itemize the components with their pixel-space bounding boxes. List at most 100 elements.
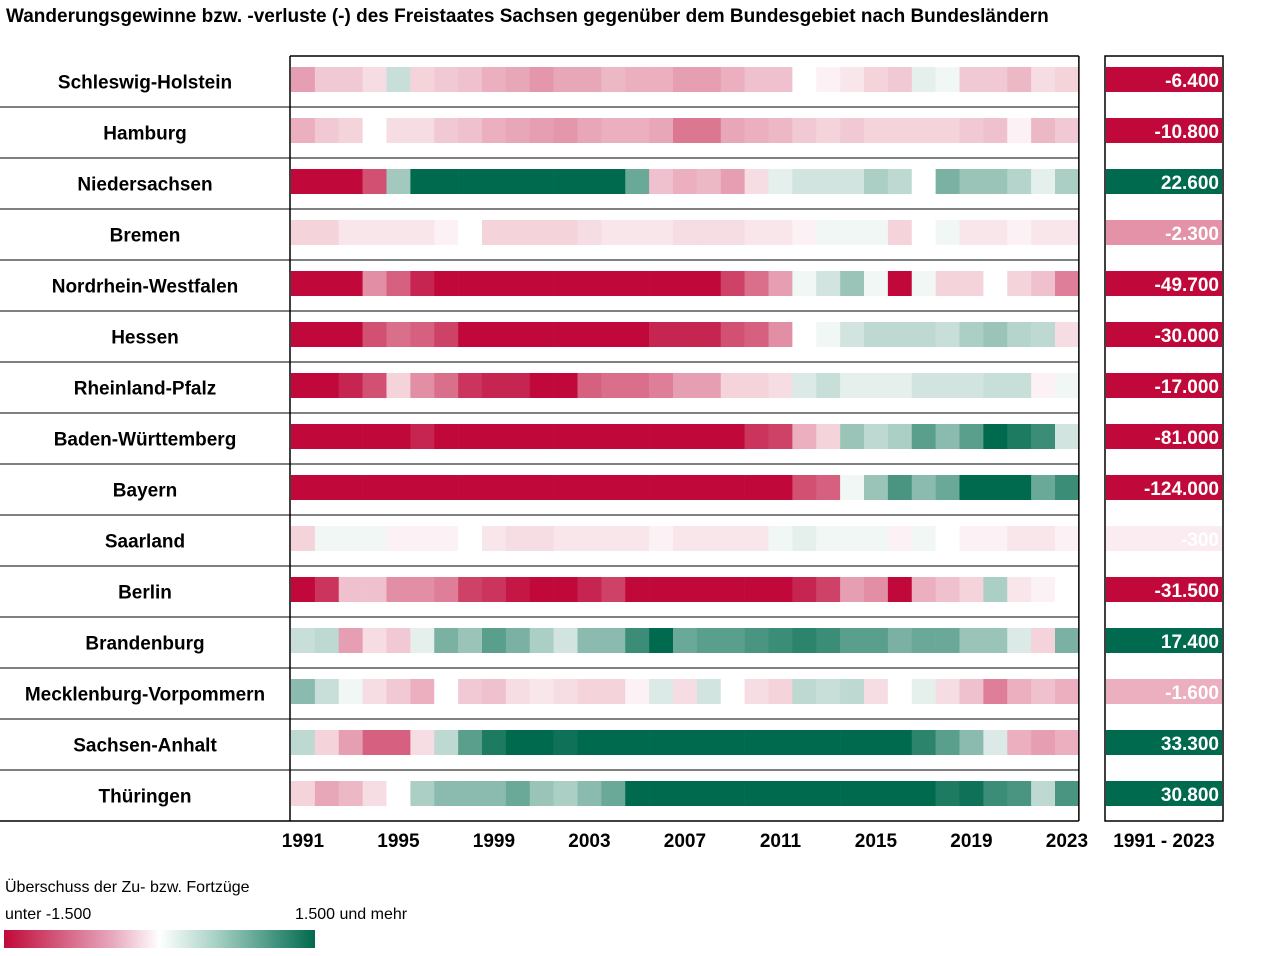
heatmap-cell <box>553 628 578 653</box>
heatmap-cell <box>505 118 531 143</box>
heatmap-cell <box>314 220 340 245</box>
heatmap-cell <box>1055 67 1080 92</box>
heatmap-cell <box>983 730 1008 755</box>
heatmap-cell <box>792 373 817 398</box>
heatmap-cell <box>959 679 984 704</box>
heatmap-cell <box>983 577 1008 602</box>
heatmap-cell <box>673 220 698 245</box>
heatmap-cell <box>505 679 531 704</box>
heatmap-cell <box>338 271 363 296</box>
heatmap-cell <box>291 118 316 143</box>
row-separators <box>0 106 1079 771</box>
heatmap-cell <box>410 220 435 245</box>
heatmap-cell <box>911 67 936 92</box>
heatmap-cell <box>314 271 340 296</box>
total-frame <box>1104 55 1224 822</box>
heatmap-cell <box>768 220 793 245</box>
heatmap-cell <box>959 373 984 398</box>
heatmap-cell <box>625 169 650 194</box>
heatmap-cell <box>864 271 889 296</box>
legend-color-bar <box>4 930 315 948</box>
heatmap-cell <box>1007 220 1032 245</box>
heatmap-cell <box>768 475 793 500</box>
heatmap-cell <box>696 730 722 755</box>
heatmap-cell <box>887 220 913 245</box>
heatmap-cell <box>625 322 650 347</box>
heatmap-cell <box>935 424 960 449</box>
heatmap-cell <box>649 781 674 806</box>
heatmap-cell <box>386 475 411 500</box>
row-label: Saarland <box>105 532 185 553</box>
heatmap-cell <box>673 118 698 143</box>
heatmap-cell <box>649 577 674 602</box>
total-value: -300 <box>1181 530 1219 551</box>
heatmap-cell <box>720 577 745 602</box>
heatmap-cell <box>935 679 960 704</box>
heatmap-cell <box>673 169 698 194</box>
heatmap-cell <box>625 526 650 551</box>
heatmap-cell <box>553 322 578 347</box>
heatmap-cell <box>601 169 626 194</box>
heatmap-cell <box>720 679 745 704</box>
heatmap-cell <box>458 730 483 755</box>
heatmap-cell <box>458 781 483 806</box>
heatmap-cell <box>529 781 554 806</box>
heatmap-cell <box>410 271 435 296</box>
heatmap-cell <box>338 169 363 194</box>
heatmap-cell <box>935 373 960 398</box>
heatmap-cell <box>768 679 793 704</box>
x-tick-label: 1995 <box>377 831 420 852</box>
heatmap-cell <box>959 526 984 551</box>
heatmap-cell <box>505 730 531 755</box>
heatmap-cell <box>696 781 722 806</box>
heatmap-cell <box>386 220 411 245</box>
total-value: 30.800 <box>1161 785 1219 806</box>
heatmap-cell <box>649 271 674 296</box>
heatmap-cell <box>434 679 459 704</box>
heatmap-cells <box>291 67 1080 806</box>
heatmap-cell <box>983 373 1008 398</box>
heatmap-cell <box>887 424 913 449</box>
heatmap-cell <box>458 271 483 296</box>
heatmap-cell <box>864 730 889 755</box>
heatmap-cell <box>768 373 793 398</box>
heatmap-cell <box>1031 577 1056 602</box>
chart-title: Wanderungsgewinne bzw. -verluste (-) des… <box>6 6 1049 27</box>
heatmap-cell <box>482 424 507 449</box>
heatmap-cell <box>887 118 913 143</box>
heatmap-cell <box>482 679 507 704</box>
heatmap-cell <box>983 220 1008 245</box>
heatmap-cell <box>505 577 531 602</box>
heatmap-cell <box>911 679 936 704</box>
heatmap-cell <box>505 373 531 398</box>
heatmap-cell <box>744 730 769 755</box>
heatmap-cell <box>577 67 602 92</box>
heatmap-cell <box>434 118 459 143</box>
heatmap-cell <box>911 424 936 449</box>
heatmap-cell <box>864 67 889 92</box>
heatmap-cell <box>625 271 650 296</box>
heatmap-cell <box>577 220 602 245</box>
heatmap-cell <box>935 628 960 653</box>
heatmap-cell <box>625 679 650 704</box>
heatmap-cell <box>864 424 889 449</box>
heatmap-cell <box>887 679 913 704</box>
heatmap-cell <box>482 118 507 143</box>
heatmap-cell <box>1007 118 1032 143</box>
heatmap-cell <box>291 424 316 449</box>
heatmap-cell <box>792 628 817 653</box>
total-value: -1.600 <box>1165 683 1219 704</box>
heatmap-cell <box>792 67 817 92</box>
heatmap-cell <box>720 169 745 194</box>
heatmap-cell <box>338 118 363 143</box>
heatmap-cell <box>696 373 722 398</box>
heatmap-cell <box>482 169 507 194</box>
heatmap-cell <box>291 475 316 500</box>
total-cell <box>1106 577 1222 602</box>
heatmap-cell <box>696 475 722 500</box>
heatmap-cell <box>601 577 626 602</box>
total-value: -10.800 <box>1155 122 1219 143</box>
heatmap-cell <box>696 526 722 551</box>
heatmap-cell <box>744 322 769 347</box>
heatmap-cell <box>696 220 722 245</box>
